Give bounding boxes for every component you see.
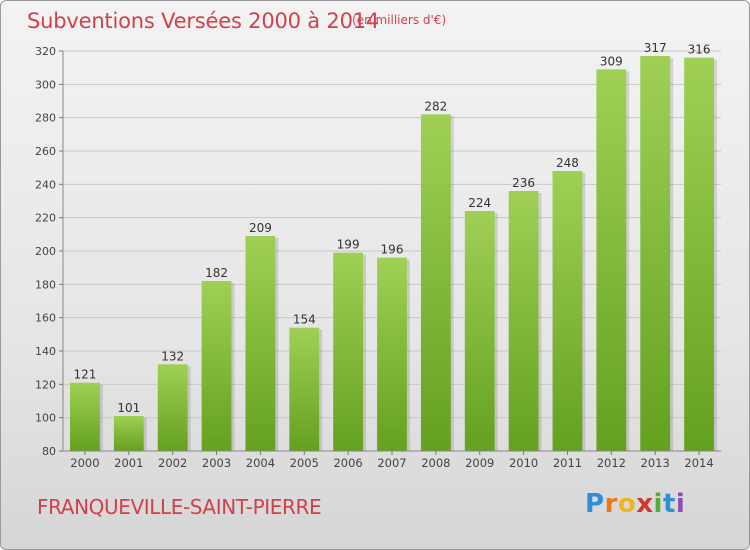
bar bbox=[508, 191, 539, 451]
bar bbox=[377, 257, 407, 451]
bar-value-label: 121 bbox=[73, 368, 96, 382]
x-tick-label: 2002 bbox=[158, 456, 187, 470]
logo-letter: t bbox=[662, 489, 676, 519]
y-tick-label: 80 bbox=[42, 445, 56, 458]
bar-value-label: 132 bbox=[161, 349, 184, 363]
bar-value-label: 248 bbox=[556, 156, 579, 170]
chart-title: Subventions Versées 2000 à 2014 bbox=[27, 9, 380, 33]
x-tick-label: 2010 bbox=[509, 456, 538, 470]
y-tick-label: 120 bbox=[35, 378, 56, 391]
y-tick-label: 160 bbox=[35, 312, 56, 325]
bar-value-label: 317 bbox=[644, 41, 667, 55]
x-tick-label: 2013 bbox=[641, 456, 670, 470]
y-tick-label: 280 bbox=[35, 112, 56, 125]
bar bbox=[289, 327, 320, 451]
bar-value-label: 101 bbox=[117, 401, 140, 415]
bar-value-label: 182 bbox=[205, 266, 228, 280]
bar bbox=[552, 171, 583, 451]
x-tick-label: 2000 bbox=[70, 456, 99, 470]
bar bbox=[333, 252, 364, 451]
logo-letter: P bbox=[585, 489, 605, 519]
x-tick-label: 2001 bbox=[114, 456, 143, 470]
bar-value-label: 282 bbox=[424, 99, 447, 113]
bars: 121 101 132 182 209 154 199 196 282 224 236 248 309 3… bbox=[70, 41, 717, 452]
bar-value-label: 309 bbox=[600, 54, 623, 68]
x-tick-label: 2006 bbox=[333, 456, 362, 470]
y-tick-label: 240 bbox=[35, 178, 56, 191]
bar bbox=[684, 57, 714, 452]
x-tick-label: 2012 bbox=[597, 456, 626, 470]
y-tick-label: 260 bbox=[35, 145, 56, 158]
y-tick-label: 300 bbox=[35, 78, 56, 91]
bar-value-label: 196 bbox=[381, 243, 404, 257]
proxiti-logo: Proxiti bbox=[585, 489, 685, 519]
bar bbox=[640, 56, 671, 451]
bar-value-label: 209 bbox=[249, 221, 272, 235]
axes: 80 100 120 140 160 180 200 220 240 260 280 300 320 20… bbox=[35, 45, 721, 470]
bar bbox=[157, 364, 188, 451]
x-tick-label: 2004 bbox=[246, 456, 275, 470]
logo-letter: r bbox=[604, 489, 618, 519]
y-tick-label: 100 bbox=[35, 412, 56, 425]
y-tick-label: 180 bbox=[35, 278, 56, 291]
y-tick-label: 320 bbox=[35, 45, 56, 58]
logo-letter: i bbox=[653, 489, 663, 519]
bar-value-label: 154 bbox=[293, 313, 316, 327]
bar bbox=[420, 114, 451, 451]
bar bbox=[464, 211, 495, 451]
bar-value-label: 316 bbox=[688, 43, 711, 57]
bar-value-label: 236 bbox=[512, 176, 535, 190]
x-tick-label: 2011 bbox=[553, 456, 582, 470]
bar bbox=[70, 382, 100, 451]
bar bbox=[113, 416, 144, 451]
bar bbox=[201, 281, 232, 451]
x-tick-label: 2014 bbox=[684, 456, 713, 470]
location-label: FRANQUEVILLE-SAINT-PIERRE bbox=[37, 495, 322, 519]
bar-value-label: 199 bbox=[337, 238, 360, 252]
y-tick-label: 140 bbox=[35, 345, 56, 358]
y-tick-label: 200 bbox=[35, 245, 56, 258]
logo-letter: o bbox=[617, 489, 637, 519]
x-tick-label: 2008 bbox=[421, 456, 450, 470]
x-tick-label: 2007 bbox=[377, 456, 406, 470]
x-tick-label: 2009 bbox=[465, 456, 494, 470]
bar-value-label: 224 bbox=[468, 196, 491, 210]
x-tick-label: 2003 bbox=[202, 456, 231, 470]
bar bbox=[596, 69, 627, 451]
chart-subtitle: (en milliers d'€) bbox=[352, 13, 447, 27]
logo-letter: x bbox=[636, 489, 654, 519]
logo-letter: i bbox=[675, 489, 686, 519]
y-tick-label: 220 bbox=[35, 212, 56, 225]
bar bbox=[245, 236, 276, 451]
x-tick-label: 2005 bbox=[290, 456, 319, 470]
